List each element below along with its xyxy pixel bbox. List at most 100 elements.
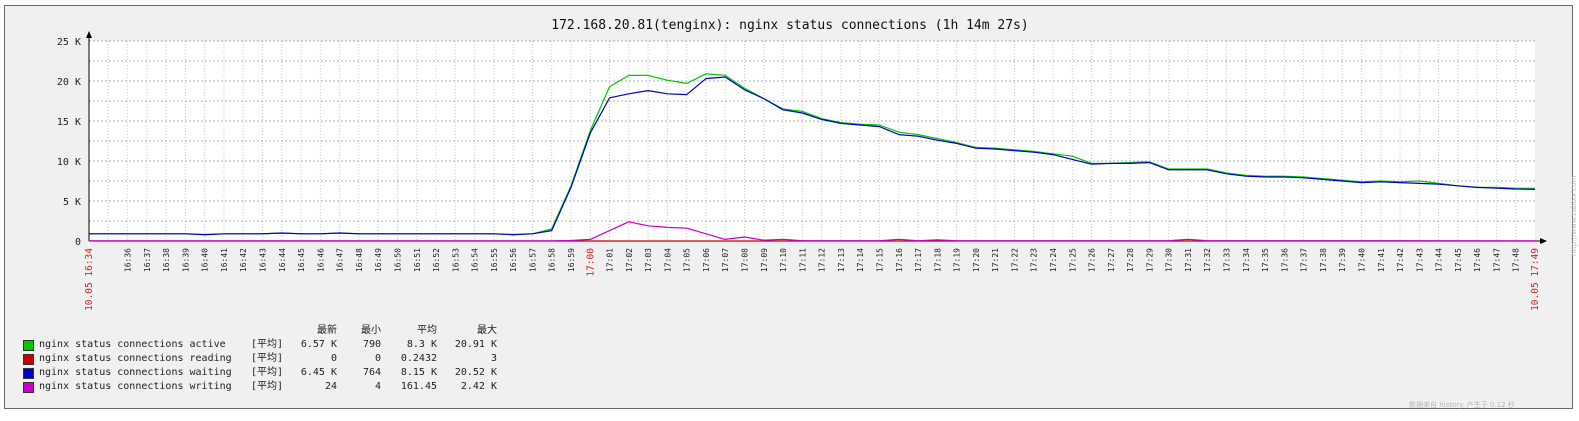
x-tick-label: 17:14 <box>856 248 865 272</box>
x-tick-label: 16:41 <box>220 248 229 272</box>
legend-swatch-waiting <box>23 368 34 379</box>
x-tick-label: 17:43 <box>1415 248 1424 272</box>
legend-min: 764 <box>362 367 381 378</box>
legend-header-max: 最大 <box>477 325 497 336</box>
x-tick-label: 17:06 <box>702 248 711 272</box>
legend-swatch-active <box>23 340 34 351</box>
x-start-label: 10.05 16:34 <box>84 248 95 311</box>
x-tick-label: 17:46 <box>1473 248 1482 272</box>
x-tick-label: 16:53 <box>451 248 460 272</box>
x-tick-label: 16:39 <box>181 248 190 272</box>
x-tick-label: 16:48 <box>355 248 364 272</box>
x-tick-label: 17:28 <box>1126 248 1135 272</box>
x-tick-label: 17:39 <box>1338 248 1347 272</box>
x-tick-label: 17:04 <box>663 248 672 272</box>
x-tick-label: 16:50 <box>393 248 402 272</box>
legend-last: 6.45 K <box>300 367 337 378</box>
chart-svg: 172.168.20.81(tenginx): nginx status con… <box>57 18 1547 311</box>
x-tick-label: 16:49 <box>374 248 383 272</box>
x-tick-label: 17:20 <box>972 248 981 272</box>
x-tick-label: 17:19 <box>953 248 962 272</box>
x-tick-label: 16:59 <box>567 248 576 272</box>
legend-last: 24 <box>324 381 337 392</box>
legend-max: 20.91 K <box>454 339 497 350</box>
y-tick-label: 15 K <box>57 117 81 128</box>
legend-min: 790 <box>362 339 381 350</box>
x-tick-label: 17:30 <box>1165 248 1174 272</box>
x-tick-label: 17:12 <box>818 248 827 272</box>
x-tick-label: 17:03 <box>644 248 653 272</box>
legend-avg: 8.15 K <box>400 367 437 378</box>
x-tick-label: 16:54 <box>471 248 480 272</box>
x-tick-label: 16:47 <box>336 248 345 272</box>
x-tick-label: 17:11 <box>798 248 807 272</box>
x-tick-label: 16:40 <box>201 248 210 272</box>
x-tick-label: 17:44 <box>1435 248 1444 272</box>
legend-header-min: 最小 <box>361 325 381 336</box>
legend-series-name: nginx status connections reading <box>39 353 232 364</box>
x-end-label: 10.05 17:49 <box>1530 248 1541 311</box>
x-tick-label: 16:45 <box>297 248 306 272</box>
x-tick-label: 17:02 <box>625 248 634 272</box>
x-tick-label: 17:36 <box>1280 248 1289 272</box>
x-tick-label: 17:40 <box>1357 248 1366 272</box>
legend-series-name: nginx status connections waiting <box>39 367 232 378</box>
footer-url: http://www.zabbix.com <box>1570 175 1578 256</box>
legend-swatch-writing <box>23 382 34 393</box>
y-tick-label: 10 K <box>57 157 81 168</box>
graph-frame: 172.168.20.81(tenginx): nginx status con… <box>4 5 1578 409</box>
footer-credit: 数据来自 history. 产生于 0.12 秒 <box>1409 401 1515 409</box>
chart-title: 172.168.20.81(tenginx): nginx status con… <box>551 18 1028 33</box>
legend-header-last: 最新 <box>317 325 337 336</box>
x-tick-label: 17:08 <box>741 248 750 272</box>
x-tick-label: 17:34 <box>1242 248 1251 272</box>
x-tick-label: 17:18 <box>933 248 942 272</box>
x-tick-label: 17:13 <box>837 248 846 272</box>
x-tick-label: 17:21 <box>991 248 1000 272</box>
x-tick-label: 17:35 <box>1261 248 1270 272</box>
x-tick-label: 16:46 <box>316 248 325 272</box>
x-tick-label: 16:44 <box>278 248 287 272</box>
x-tick-label: 16:38 <box>162 248 171 272</box>
x-tick-label: 16:42 <box>239 248 248 272</box>
legend-last: 6.57 K <box>300 339 337 350</box>
x-tick-label: 17:22 <box>1010 248 1019 272</box>
x-tick-label: 17:31 <box>1184 248 1193 272</box>
y-tick-label: 25 K <box>57 37 81 48</box>
x-tick-label: 17:37 <box>1300 248 1309 272</box>
x-tick-label: 17:29 <box>1145 248 1154 272</box>
legend-last: 0 <box>330 353 337 364</box>
x-tick-label: 16:36 <box>124 248 133 272</box>
x-tick-label: 17:48 <box>1512 248 1521 272</box>
legend-function: [平均] <box>251 381 284 392</box>
legend-max: 20.52 K <box>454 367 497 378</box>
legend-avg: 161.45 <box>400 381 437 392</box>
x-tick-label: 17:09 <box>760 248 769 272</box>
legend-series-name: nginx status connections active <box>39 339 226 350</box>
x-tick-label: 17:23 <box>1030 248 1039 272</box>
x-tick-label: 17:47 <box>1492 248 1501 272</box>
legend-swatch-reading <box>23 354 34 365</box>
x-tick-label: 17:33 <box>1223 248 1232 272</box>
series-line-writing <box>89 221 1536 242</box>
y-axis-arrow <box>86 31 92 38</box>
legend-function: [平均] <box>251 353 284 364</box>
x-tick-label: 16:57 <box>528 248 537 272</box>
y-tick-label: 0 <box>75 237 81 248</box>
x-tick-label: 17:00 <box>585 248 596 277</box>
legend-header-avg: 平均 <box>417 325 437 336</box>
legend-max: 2.42 K <box>460 381 497 392</box>
x-tick-label: 17:07 <box>721 248 730 272</box>
legend-avg: 0.2432 <box>400 353 437 364</box>
x-tick-label: 16:37 <box>143 248 152 272</box>
x-tick-label: 17:10 <box>779 248 788 272</box>
legend-min: 0 <box>374 353 381 364</box>
legend-function: [平均] <box>251 367 284 378</box>
x-tick-label: 17:26 <box>1088 248 1097 272</box>
x-axis-arrow <box>1540 238 1547 244</box>
x-tick-label: 17:25 <box>1068 248 1077 272</box>
x-tick-label: 17:16 <box>895 248 904 272</box>
legend-function: [平均] <box>251 339 284 350</box>
x-tick-label: 17:41 <box>1377 248 1386 272</box>
x-tick-label: 17:17 <box>914 248 923 272</box>
